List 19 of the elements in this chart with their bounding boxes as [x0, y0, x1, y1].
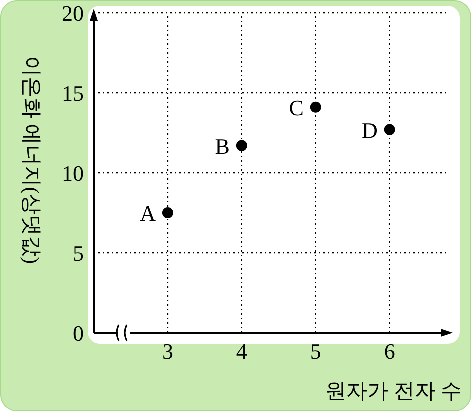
point	[310, 102, 322, 113]
x-tick-label: 5	[310, 339, 322, 364]
y-tick-label: 20	[62, 1, 84, 26]
y-tick-label: 10	[62, 161, 84, 186]
annotation: D	[362, 118, 378, 143]
x-tick-label: 6	[384, 339, 396, 364]
annotation: C	[289, 95, 304, 120]
y-tick-label: 15	[62, 81, 84, 106]
y-axis-title: 이온화 에너지(상댓값)	[20, 56, 44, 264]
point	[384, 124, 396, 136]
x-tick-label: 3	[162, 339, 174, 364]
x-axis-title: 원자가 전자 수	[326, 379, 462, 403]
annotation: A	[140, 201, 156, 226]
point	[162, 208, 174, 218]
y-tick-label: 0	[73, 321, 84, 346]
point	[236, 140, 248, 152]
y-tick-label: 5	[73, 241, 84, 266]
x-tick-label: 4	[236, 339, 248, 364]
annotation: B	[215, 134, 230, 159]
